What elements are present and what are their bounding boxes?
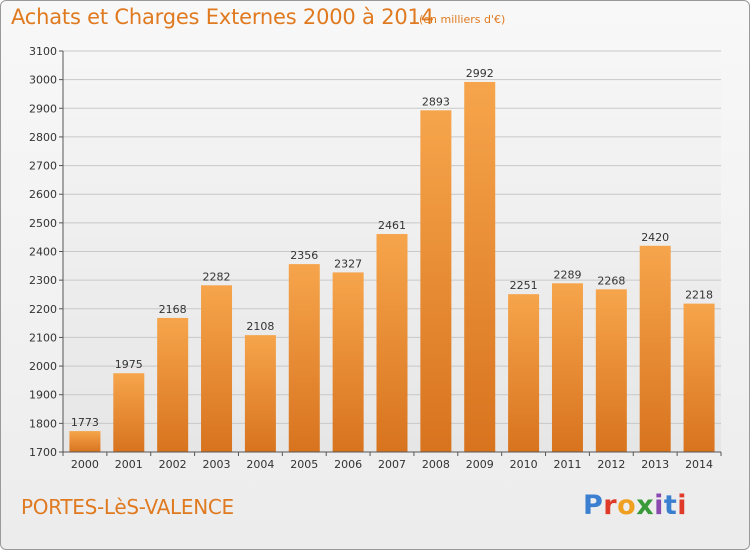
bar-2001 bbox=[113, 373, 145, 452]
bar-2007 bbox=[376, 234, 408, 452]
value-label-2006: 2327 bbox=[334, 257, 362, 270]
value-label-2000: 1773 bbox=[71, 416, 99, 429]
bar-2012 bbox=[595, 289, 627, 452]
bar-2004 bbox=[244, 335, 276, 452]
value-label-2010: 2251 bbox=[510, 279, 538, 292]
value-label-2004: 2108 bbox=[246, 320, 274, 333]
x-tick-label-2007: 2007 bbox=[378, 458, 406, 471]
logo-letter: P bbox=[583, 490, 604, 521]
bar-2009 bbox=[464, 81, 496, 452]
bar-2010 bbox=[508, 294, 540, 452]
x-axis-ticks: 2000 2001 2002 2003 2004 2005 2006 2007 2008 2009… bbox=[62, 452, 722, 471]
value-label-2007: 2461 bbox=[378, 219, 406, 232]
x-tick-label-2000: 2000 bbox=[71, 458, 99, 471]
bar-2006 bbox=[332, 272, 364, 452]
commune-name: PORTES-LèS-VALENCE bbox=[21, 495, 234, 519]
chart-subtitle: (en milliers d'€) bbox=[419, 13, 506, 26]
value-label-2008: 2893 bbox=[422, 95, 450, 108]
x-tick-label-2010: 2010 bbox=[510, 458, 538, 471]
value-label-2013: 2420 bbox=[641, 231, 669, 244]
x-tick-label-2013: 2013 bbox=[641, 458, 669, 471]
bars bbox=[69, 81, 715, 452]
x-tick-label-2011: 2011 bbox=[553, 458, 581, 471]
x-tick-label-2002: 2002 bbox=[159, 458, 187, 471]
y-axis-ticks: 1700 1800 1900 2000 2100 2200 2300 2400 2500 2600… bbox=[29, 45, 63, 459]
value-label-2014: 2218 bbox=[685, 289, 713, 302]
logo-letter: x bbox=[636, 490, 655, 521]
x-tick-label-2001: 2001 bbox=[115, 458, 143, 471]
y-tick-label: 2200 bbox=[29, 303, 57, 316]
bar-2008 bbox=[420, 110, 452, 452]
y-tick-label: 2400 bbox=[29, 246, 57, 259]
x-tick-label-2014: 2014 bbox=[685, 458, 713, 471]
y-tick-label: 2000 bbox=[29, 360, 57, 373]
y-tick-label: 1900 bbox=[29, 389, 57, 402]
x-tick-label-2009: 2009 bbox=[466, 458, 494, 471]
logo-letter: r bbox=[603, 490, 618, 521]
value-label-2003: 2282 bbox=[203, 270, 231, 283]
y-tick-label: 2300 bbox=[29, 274, 57, 287]
y-tick-label: 2600 bbox=[29, 188, 57, 201]
y-tick-label: 2500 bbox=[29, 217, 57, 230]
bar-2011 bbox=[551, 283, 583, 452]
bar-2003 bbox=[201, 285, 233, 452]
proxiti-logo: Proxiti bbox=[583, 490, 687, 521]
y-tick-label: 2800 bbox=[29, 131, 57, 144]
logo-letter: o bbox=[617, 490, 637, 521]
value-label-2011: 2289 bbox=[553, 268, 581, 281]
chart-title: Achats et Charges Externes 2000 à 2014 bbox=[11, 5, 434, 29]
x-tick-label-2003: 2003 bbox=[203, 458, 231, 471]
x-tick-label-2006: 2006 bbox=[334, 458, 362, 471]
y-tick-label: 1700 bbox=[29, 446, 57, 459]
value-labels: 1773 1975 2168 2282 2108 2356 2327 2461 2893 2992… bbox=[71, 67, 713, 429]
value-label-2001: 1975 bbox=[115, 358, 143, 371]
y-tick-label: 2900 bbox=[29, 102, 57, 115]
logo-letter: i bbox=[654, 490, 664, 521]
bar-2000 bbox=[69, 431, 101, 452]
logo-letter: t bbox=[663, 490, 678, 521]
x-tick-label-2012: 2012 bbox=[597, 458, 625, 471]
y-tick-label: 2100 bbox=[29, 331, 57, 344]
bar-2005 bbox=[288, 264, 320, 452]
bar-2014 bbox=[683, 303, 715, 452]
value-label-2002: 2168 bbox=[159, 303, 187, 316]
value-label-2012: 2268 bbox=[597, 274, 625, 287]
y-tick-label: 3000 bbox=[29, 74, 57, 87]
axes bbox=[62, 51, 721, 453]
y-tick-label: 2700 bbox=[29, 160, 57, 173]
x-tick-label-2008: 2008 bbox=[422, 458, 450, 471]
logo-letter: i bbox=[677, 490, 688, 521]
x-tick-label-2005: 2005 bbox=[290, 458, 318, 471]
x-tick-label-2004: 2004 bbox=[246, 458, 274, 471]
value-label-2005: 2356 bbox=[290, 249, 318, 262]
bar-2002 bbox=[157, 317, 189, 452]
bar-2013 bbox=[639, 245, 671, 452]
value-label-2009: 2992 bbox=[466, 67, 494, 80]
y-tick-label: 1800 bbox=[29, 417, 57, 430]
y-tick-label: 3100 bbox=[29, 45, 57, 58]
